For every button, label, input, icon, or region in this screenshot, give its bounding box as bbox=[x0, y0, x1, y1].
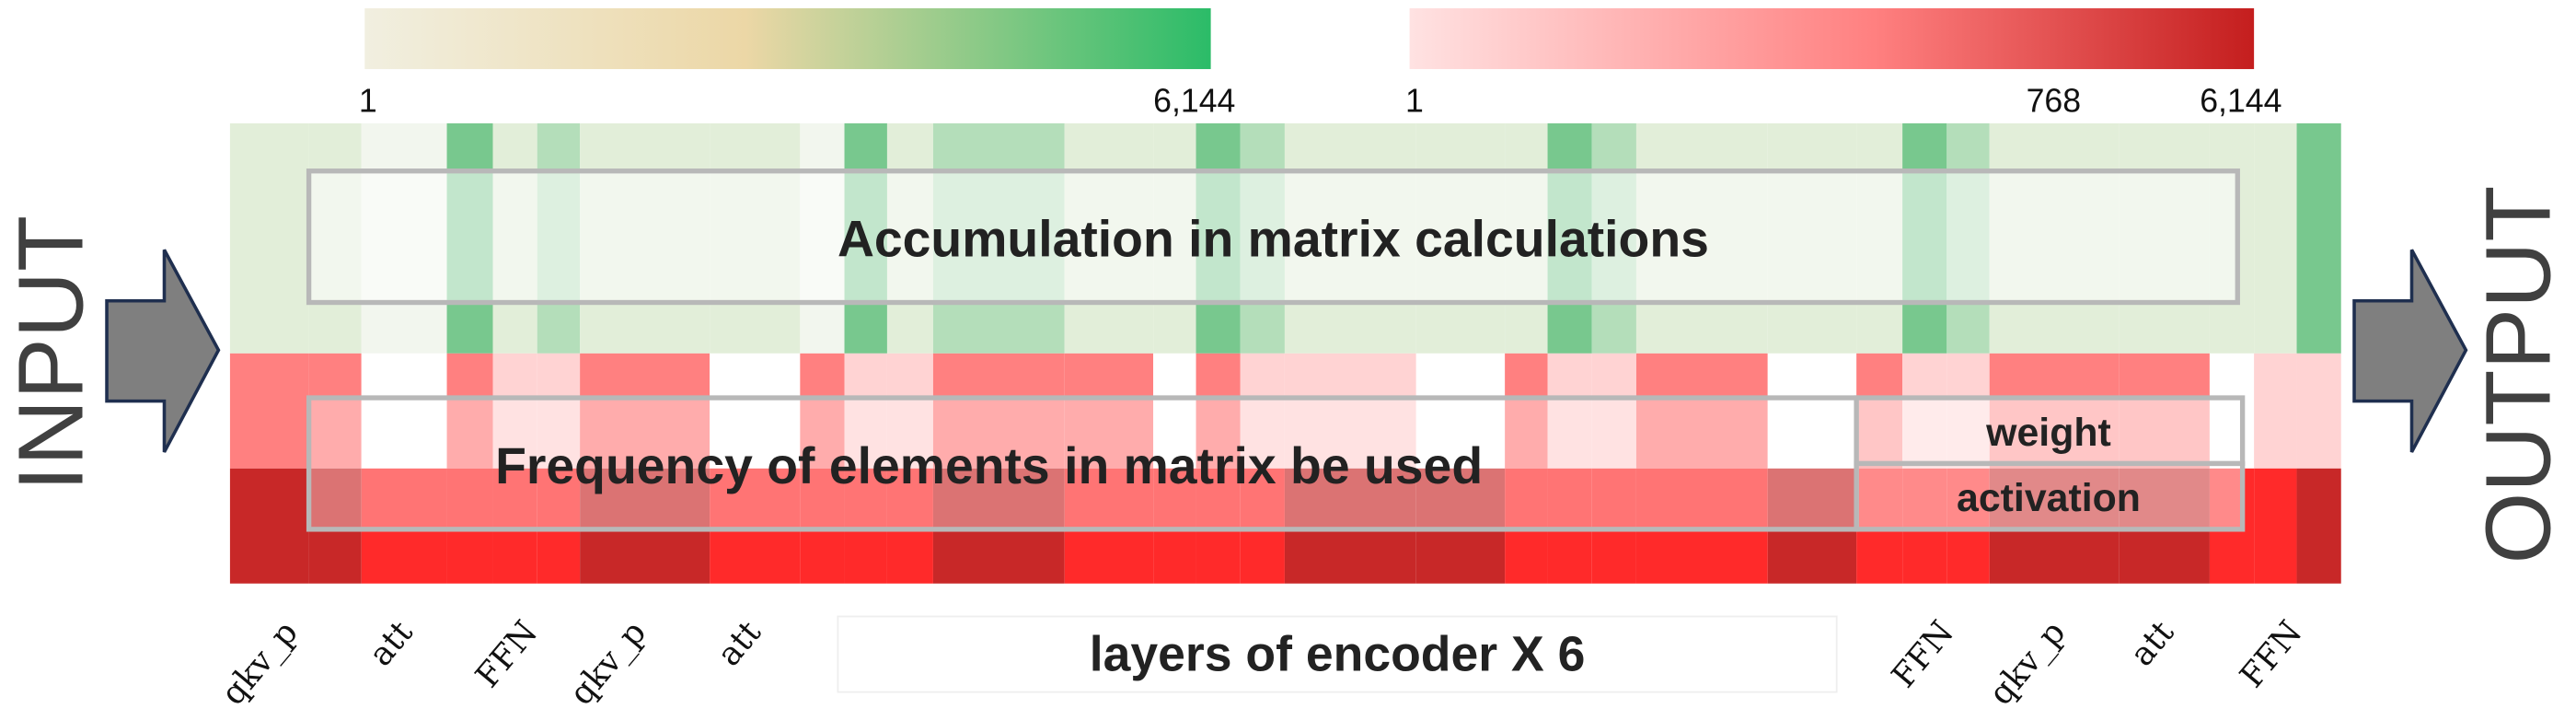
heat-cell bbox=[580, 468, 710, 584]
column-label: FFN bbox=[468, 614, 545, 695]
heat-cell bbox=[800, 468, 845, 584]
heat-cell bbox=[2254, 468, 2297, 584]
heat-cell bbox=[1946, 468, 1990, 584]
heat-cell bbox=[932, 468, 1065, 584]
heat-cell bbox=[1989, 468, 2120, 584]
heat-cell bbox=[229, 353, 309, 469]
heat-cell bbox=[886, 468, 933, 584]
colorbar-label: 6,144 bbox=[2200, 82, 2281, 119]
annotation-box bbox=[1854, 395, 2246, 467]
input-label: INPUT bbox=[0, 215, 102, 492]
heat-cell bbox=[2296, 122, 2341, 354]
heat-cell bbox=[446, 468, 493, 584]
annotation-box bbox=[1854, 460, 2246, 532]
axis-title: layers of encoder X 6 bbox=[1090, 627, 1586, 681]
heat-cell bbox=[492, 468, 537, 584]
column-label: qkv_p bbox=[562, 614, 653, 713]
colorbar-label: 1 bbox=[359, 82, 377, 119]
heat-cell bbox=[1196, 353, 1241, 469]
heat-cell bbox=[361, 353, 447, 469]
output-label: OUTPUT bbox=[2467, 186, 2570, 564]
heat-cell bbox=[1635, 468, 1768, 584]
heat-cell bbox=[537, 353, 581, 469]
heat-cell bbox=[1767, 468, 1857, 584]
heat-cell bbox=[1505, 353, 1548, 469]
heat-cell bbox=[1153, 468, 1196, 584]
input-arrow bbox=[105, 249, 221, 453]
heat-cell bbox=[1415, 468, 1506, 584]
annotation: activation bbox=[1957, 476, 2141, 520]
heat-cell bbox=[1547, 468, 1592, 584]
heat-cell bbox=[932, 353, 1065, 469]
heat-cell bbox=[308, 353, 362, 469]
annotation-box bbox=[306, 395, 1859, 532]
annotation: Frequency of elements in matrix be used bbox=[495, 437, 1483, 494]
column-label: qkv_p bbox=[1981, 614, 2073, 713]
heat-cell bbox=[1547, 353, 1592, 469]
heat-cell bbox=[2254, 353, 2297, 469]
heat-cell bbox=[537, 468, 581, 584]
red-colorbar bbox=[1409, 7, 2255, 70]
heat-cell bbox=[2254, 122, 2297, 354]
heat-cell bbox=[1767, 353, 1857, 469]
heat-cell bbox=[1591, 353, 1636, 469]
heat-cell bbox=[492, 353, 537, 469]
heat-cell bbox=[1064, 353, 1154, 469]
colorbar-label: 1 bbox=[1405, 82, 1424, 119]
heat-cell bbox=[710, 353, 801, 469]
heat-cell bbox=[229, 468, 309, 584]
heat-cell bbox=[229, 122, 309, 354]
heat-cell bbox=[1635, 353, 1768, 469]
heat-cell bbox=[1284, 353, 1416, 469]
heat-cell bbox=[1153, 353, 1196, 469]
heat-cell bbox=[710, 468, 801, 584]
heat-cell bbox=[580, 353, 710, 469]
heat-cell bbox=[1240, 353, 1285, 469]
heat-cell bbox=[800, 353, 845, 469]
annotation: Accumulation in matrix calculations bbox=[837, 211, 1709, 268]
heat-cell bbox=[844, 353, 887, 469]
colorbar-label: 768 bbox=[2027, 82, 2082, 119]
heat-cell bbox=[308, 468, 362, 584]
heat-cell bbox=[2296, 353, 2341, 469]
green-colorbar bbox=[364, 7, 1211, 70]
heat-cell bbox=[1284, 468, 1416, 584]
annotation: weight bbox=[1985, 411, 2111, 455]
heat-cell bbox=[1591, 468, 1636, 584]
column-label: att bbox=[710, 613, 769, 673]
heat-cell bbox=[361, 468, 447, 584]
heat-cell bbox=[2119, 468, 2210, 584]
column-label: att bbox=[2123, 613, 2182, 673]
column-label: qkv_p bbox=[214, 614, 306, 713]
heat-cell bbox=[1064, 468, 1154, 584]
heat-cell bbox=[844, 468, 887, 584]
column-label: att bbox=[362, 613, 421, 673]
heat-cell bbox=[1902, 468, 1947, 584]
annotation-box bbox=[306, 168, 2240, 306]
heat-cell bbox=[1240, 468, 1285, 584]
heat-cell bbox=[886, 353, 933, 469]
heat-cell bbox=[1505, 468, 1548, 584]
heat-cell bbox=[2209, 468, 2255, 584]
column-label: FFN bbox=[2233, 614, 2309, 695]
heat-cell bbox=[446, 353, 493, 469]
heat-cell bbox=[1856, 468, 1903, 584]
axis-title-box bbox=[837, 615, 1838, 693]
heat-cell bbox=[1415, 353, 1506, 469]
column-label: FFN bbox=[1885, 614, 1961, 695]
heat-cell bbox=[2296, 468, 2341, 584]
output-arrow bbox=[2352, 249, 2468, 453]
heat-cell bbox=[1196, 468, 1241, 584]
colorbar-label: 6,144 bbox=[1153, 82, 1235, 119]
